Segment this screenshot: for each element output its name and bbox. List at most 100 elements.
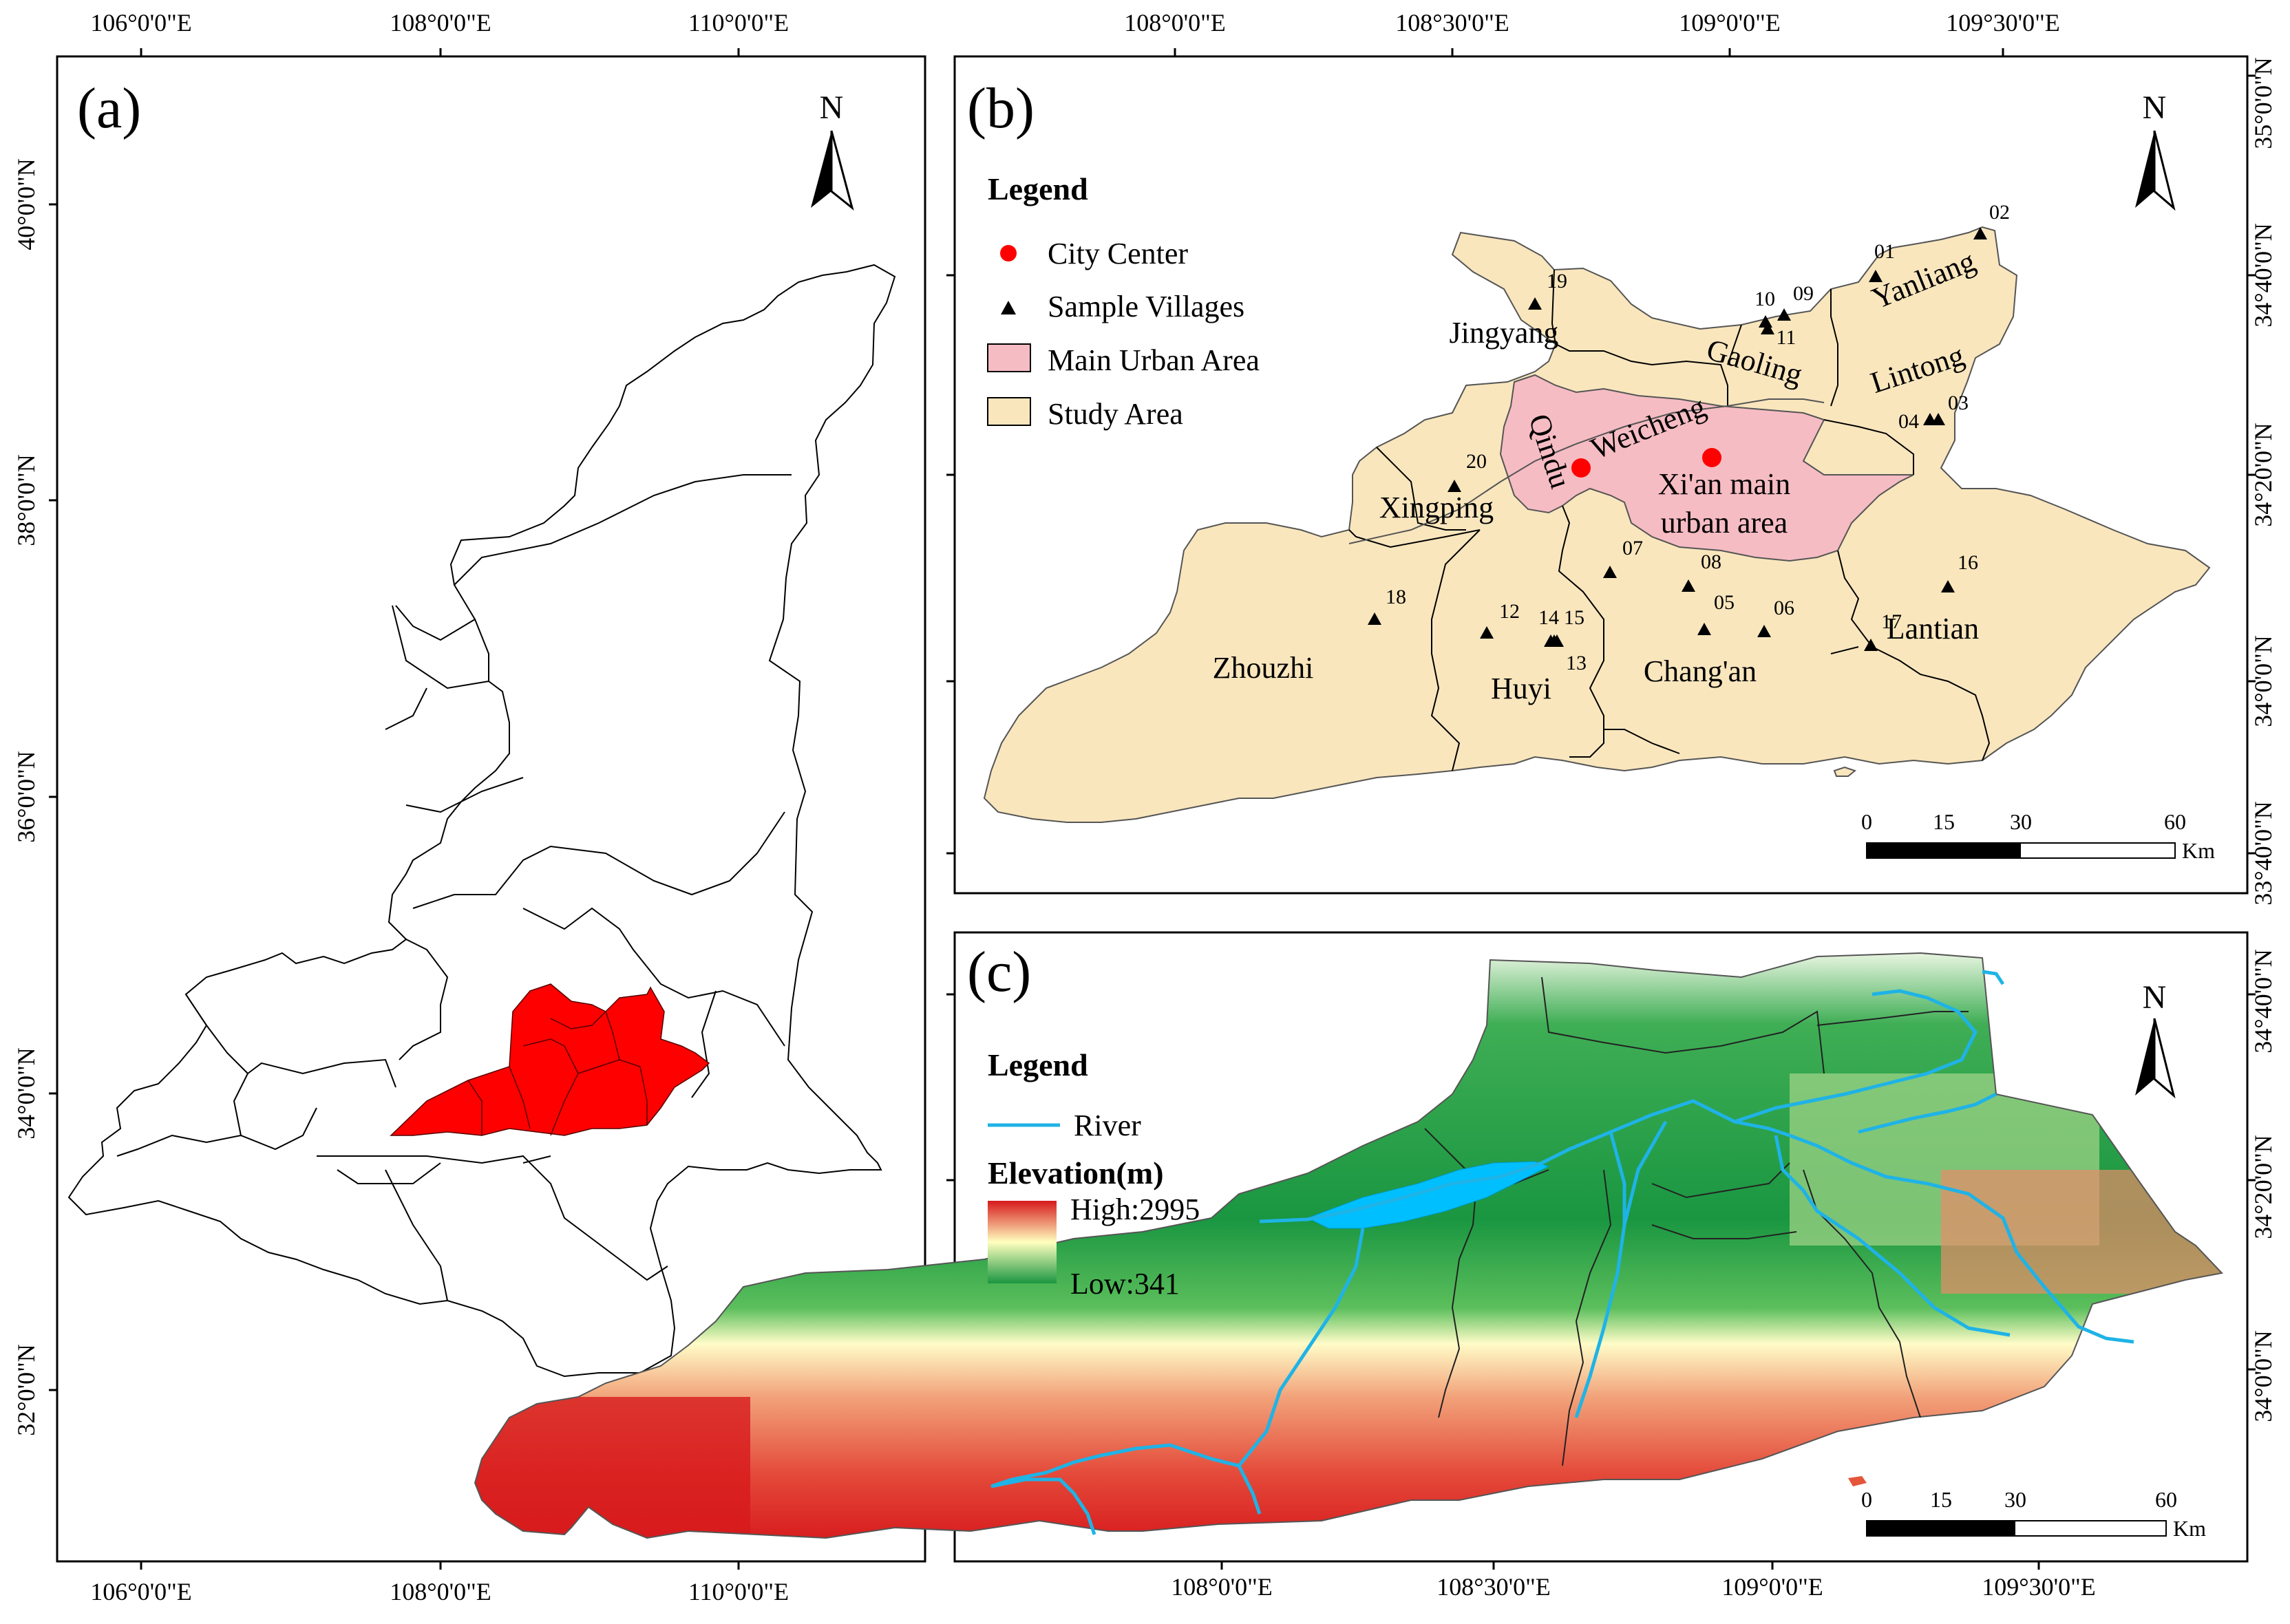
panel-c-scale-bar: 0 15 30 60 Km (1861, 1487, 2206, 1541)
panel-a-x-label-top: 108°0'0"E (390, 9, 491, 36)
village-id: 05 (1714, 591, 1735, 614)
study-legend-swatch (987, 397, 1031, 426)
xian-region-highlight (390, 983, 710, 1136)
village-id: 02 (1989, 201, 2010, 224)
panel-c-x-label: 108°0'0"E (1171, 1573, 1273, 1601)
legend-item-river: River (1074, 1109, 1141, 1142)
village-id: 19 (1547, 270, 1567, 292)
panel-b: 108°0'0"E 108°30'0"E 109°0'0"E 109°30'0"… (946, 9, 2277, 906)
panel-b-y-label: 34°20'0"N (2249, 423, 2277, 527)
svg-text:60: 60 (2155, 1487, 2177, 1512)
panel-a-north-arrow: N (811, 89, 854, 211)
xian-district-lines (467, 1011, 648, 1136)
elevation-raster (475, 953, 2222, 1538)
exclave-fragment (1833, 766, 1857, 777)
panel-a-x-label-top: 110°0'0"E (688, 9, 789, 36)
sample-villages: 01 02 03 04 05 06 07 08 09 10 11 12 13 (1368, 201, 2010, 674)
village-id: 18 (1386, 586, 1406, 608)
village-id: 14 (1538, 606, 1559, 629)
village-marker (1757, 625, 1771, 637)
village-marker (1973, 227, 1987, 239)
panel-a-x-ticks: 106°0'0"E 108°0'0"E 110°0'0"E 106°0'0"E … (90, 9, 789, 1605)
village-marker (1603, 566, 1617, 578)
prefecture-boundaries (116, 474, 792, 1301)
village-id: 17 (1881, 610, 1902, 633)
svg-text:15: 15 (1933, 809, 1955, 834)
village-id: 03 (1948, 392, 1969, 414)
river-tributary (1982, 970, 2005, 985)
panel-b-north-arrow: N (2135, 89, 2176, 211)
panel-a-y-label: 34°0'0"N (12, 1047, 40, 1140)
panel-b-x-label: 108°30'0"E (1395, 9, 1509, 36)
panel-a-y-label: 38°0'0"N (12, 454, 40, 546)
svg-text:30: 30 (2010, 809, 2032, 834)
scale-unit: Km (2182, 838, 2215, 863)
village-id: 13 (1566, 652, 1587, 674)
region-label-xingping: Xingping (1379, 491, 1494, 524)
svg-text:0: 0 (1861, 809, 1872, 834)
legend-item-villages: Sample Villages (1048, 290, 1244, 323)
village-marker (1923, 413, 1937, 425)
village-id: 11 (1777, 326, 1796, 349)
region-label-jingyang: Jingyang (1450, 316, 1559, 350)
panel-c-x-label: 109°0'0"E (1721, 1573, 1823, 1601)
village-marker (1682, 579, 1695, 592)
panel-b-x-label: 109°30'0"E (1946, 9, 2060, 36)
river-tributary (990, 1228, 1365, 1488)
main-urban-area (1499, 374, 1914, 562)
exclave-fragment (1848, 1476, 1867, 1486)
panel-b-y-ticks: 35°0'0"N 34°40'0"N 34°20'0"N 34°0'0"N 33… (946, 57, 2277, 906)
panel-c: 108°0'0"E 108°30'0"E 109°0'0"E 109°30'0"… (474, 931, 2277, 1601)
panel-a-x-label-top: 106°0'0"E (90, 9, 192, 36)
panel-b-scale-bar: 0 15 30 60 Km (1861, 809, 2215, 863)
river-tributary (1574, 1131, 1626, 1418)
study-area (983, 226, 2211, 823)
village-marker (1869, 270, 1883, 282)
village-id: 10 (1754, 288, 1775, 310)
river-tributary (1622, 1120, 1668, 1226)
river-tributary (1734, 989, 1978, 1124)
panel-c-x-label: 109°30'0"E (1982, 1573, 2096, 1601)
panel-c-legend: Legend River Elevation(m) High:2995 Low:… (988, 1047, 1200, 1301)
legend-title: Legend (988, 171, 1088, 206)
panel-b-y-label: 33°40'0"N (2249, 801, 2277, 906)
panel-b-legend: Legend City Center Sample Villages Main … (987, 171, 1260, 431)
province-outline (67, 264, 896, 1378)
village-id: 15 (1564, 606, 1584, 629)
village-id: 20 (1466, 450, 1487, 473)
panel-b-x-label: 109°0'0"E (1679, 9, 1781, 36)
panel-a-y-ticks: 40°0'0"N 38°0'0"N 36°0'0"N 34°0'0"N 32°0… (12, 158, 57, 1436)
panel-b-label: (b) (967, 76, 1035, 140)
panel-c-x-ticks: 108°0'0"E 108°30'0"E 109°0'0"E 109°30'0"… (1171, 1561, 2096, 1601)
region-label-huyi: Huyi (1491, 672, 1551, 705)
village-marker (1368, 612, 1381, 625)
elevation-high: High:2995 (1070, 1193, 1200, 1226)
panel-a-y-label: 32°0'0"N (12, 1344, 40, 1436)
village-marker (1480, 626, 1494, 639)
panel-c-label: (c) (967, 940, 1031, 1004)
panel-a-x-label-bottom: 106°0'0"E (90, 1578, 192, 1605)
village-id: 07 (1622, 537, 1643, 559)
panel-a: 106°0'0"E 108°0'0"E 110°0'0"E 106°0'0"E … (12, 9, 926, 1605)
village-marker (1550, 634, 1564, 647)
panel-c-x-label: 108°30'0"E (1436, 1573, 1551, 1601)
panel-b-y-label: 35°0'0"N (2249, 57, 2277, 149)
village-marker (1528, 297, 1542, 310)
north-arrow-icon (811, 131, 831, 208)
urban-legend-swatch (987, 343, 1031, 372)
village-marker (1941, 580, 1955, 592)
scale-unit: Km (2173, 1516, 2206, 1541)
village-id: 06 (1774, 597, 1794, 619)
panel-a-y-label: 36°0'0"N (12, 751, 40, 843)
district-boundaries (1348, 269, 1991, 771)
legend-item-urban: Main Urban Area (1048, 343, 1260, 377)
north-arrow-icon (2135, 1018, 2154, 1096)
study-area-outline (474, 952, 2223, 1539)
elevation-low: Low:341 (1070, 1267, 1180, 1301)
village-id: 16 (1958, 551, 1978, 574)
village-legend-icon (1001, 301, 1016, 314)
river-tributary (990, 1477, 1096, 1535)
svg-text:N: N (2143, 89, 2167, 126)
legend-title: Legend (988, 1047, 1088, 1082)
